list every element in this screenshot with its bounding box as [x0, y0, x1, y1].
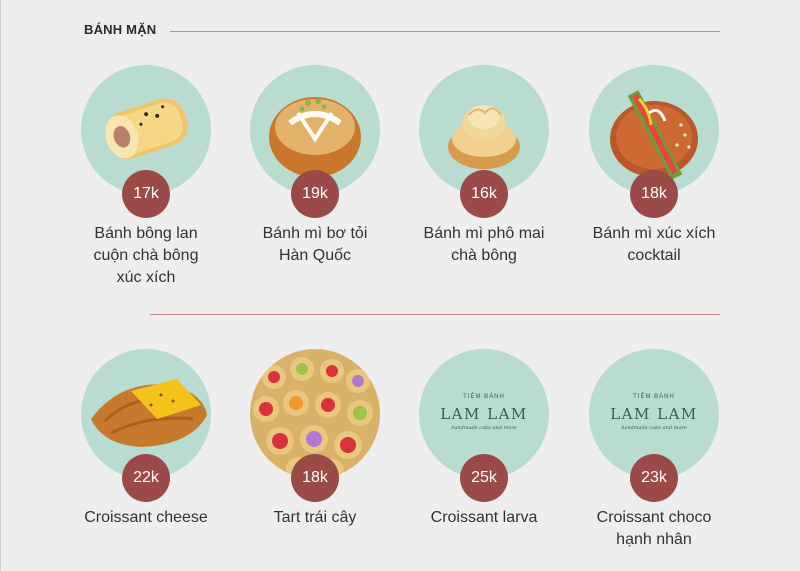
product-name: Croissant larva [430, 509, 538, 526]
product-image-roll-cake [81, 65, 211, 195]
section-title: BÁNH MẶN [84, 22, 157, 37]
product-name: Bánh mì phô mai chà bông [423, 225, 545, 264]
product-name: Bánh mì bơ tỏi Hàn Quốc [262, 225, 368, 264]
price-badge: 23k [630, 454, 678, 502]
product-name: Bánh bông lan cuộn chà bông xúc xích [93, 225, 199, 286]
price-badge: 16k [460, 170, 508, 218]
price-badge: 17k [122, 170, 170, 218]
product-image-sausage-bun [589, 65, 719, 195]
product-image-garlic-bread [250, 65, 380, 195]
price-badge: 25k [460, 454, 508, 502]
price-badge: 22k [122, 454, 170, 502]
product-image-cheese-floss-bun [419, 65, 549, 195]
page-edge [0, 0, 1, 571]
price-badge: 18k [291, 454, 339, 502]
product-name: Croissant cheese [84, 509, 208, 526]
title-divider [170, 31, 720, 32]
product-name: Tart trái cây [273, 509, 357, 526]
product-name: Bánh mì xúc xích cocktail [592, 225, 716, 264]
price-badge: 19k [291, 170, 339, 218]
product-image-fruit-tart [250, 349, 380, 479]
row-divider [150, 314, 720, 315]
product-name: Croissant choco hạnh nhân [596, 509, 712, 548]
price-badge: 18k [630, 170, 678, 218]
